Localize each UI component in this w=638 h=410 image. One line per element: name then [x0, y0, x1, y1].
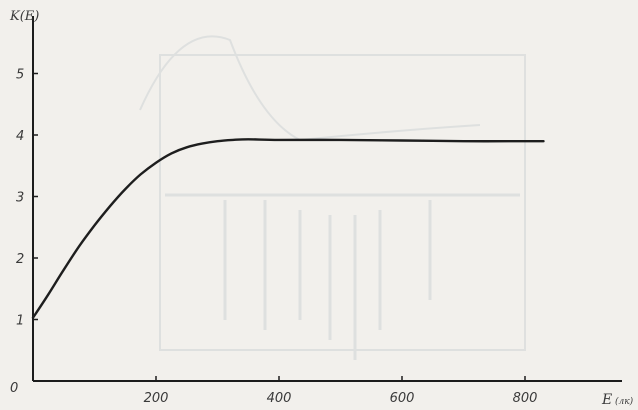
y-axis-label: K(E)	[9, 9, 39, 24]
axes	[32, 16, 622, 382]
tick-labels: 200 400 600 800 1 2 3 4 5	[16, 68, 537, 407]
x-tick-label: 800	[513, 391, 538, 406]
y-tick-label: 5	[16, 68, 24, 83]
series-line	[31, 138, 545, 319]
y-tick-label: 1	[16, 314, 24, 329]
origin-label: 0	[10, 381, 18, 396]
paper-show-through	[139, 35, 526, 360]
x-tick-label: 400	[267, 391, 292, 406]
y-tick-label: 3	[16, 191, 24, 206]
ticks	[33, 72, 526, 381]
y-tick-label: 2	[16, 252, 24, 267]
x-tick-label: 600	[390, 391, 415, 406]
x-axis-label: E	[601, 392, 612, 408]
x-tick-label: 200	[144, 391, 169, 406]
x-axis-unit: (лк)	[615, 396, 634, 407]
y-tick-label: 4	[16, 129, 24, 144]
